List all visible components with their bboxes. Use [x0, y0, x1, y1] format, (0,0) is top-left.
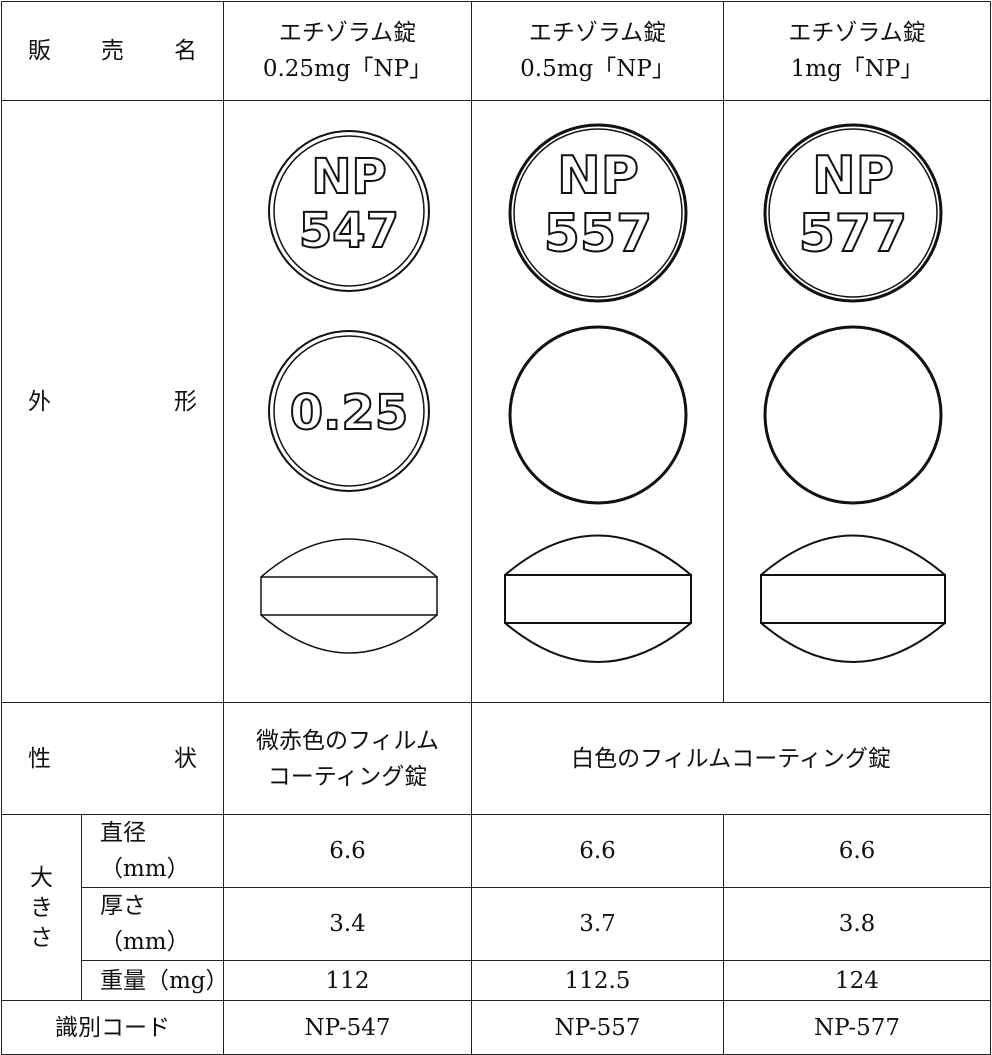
product-line: 0.25mg「NP」: [262, 56, 433, 82]
description-label-cell: 性状: [1, 702, 224, 815]
product-cell: エチゾラム錠 0.25mg「NP」: [223, 1, 472, 101]
product-line: 0.5mg「NP」: [520, 56, 675, 82]
tablet-outline: [767, 128, 938, 298]
tablet-outline: [267, 130, 430, 292]
description: 白色のフィルムコーティング錠: [571, 745, 891, 772]
imprint: 577: [798, 204, 907, 264]
size-sub-label: 重量（mg）: [81, 960, 229, 1001]
size-label-cell: 大きさ: [1, 814, 82, 1001]
product-line: 1mg「NP」: [790, 56, 924, 82]
description-cell: 白色のフィルムコーティング錠: [471, 702, 991, 815]
tablet-outline: [763, 123, 942, 303]
description-line: コーティング錠: [267, 763, 428, 790]
code-row: 識別コード NP-547 NP-557 NP-577: [1, 1000, 991, 1055]
size-sub-label: 直径（mm）: [81, 814, 224, 888]
tablet-drawing: NP 547 0.25: [259, 130, 438, 654]
tablet-outline: [267, 330, 430, 492]
value-cell: NP-577: [723, 1000, 991, 1055]
value-cell: 3.7: [471, 887, 724, 961]
product-line: エチゾラム錠: [788, 20, 926, 46]
label: 販売名: [28, 38, 197, 64]
tablet-outline: [503, 574, 692, 624]
imprint: 547: [298, 203, 398, 259]
size-row: 大きさ 直径（mm） 6.6 6.6 6.6: [1, 814, 991, 1001]
description-line: 微赤色のフィルム: [255, 727, 440, 754]
header-row: 販売名 エチゾラム錠 0.25mg「NP」 エチゾラム錠 0.5mg「NP」 エチゾ…: [1, 1, 991, 101]
tablet-outline: [503, 534, 692, 663]
imprint: 0.25: [289, 385, 407, 441]
label: 外形: [28, 388, 197, 415]
tablet-outline: [759, 534, 946, 663]
header-label-cell: 販売名: [1, 1, 224, 101]
value-cell: 124: [723, 960, 991, 1001]
product-line: エチゾラム錠: [528, 20, 667, 46]
label: 性状: [28, 745, 197, 772]
value-cell: 6.6: [723, 814, 991, 888]
tablet-outline: [763, 325, 942, 505]
description-cell: 微赤色のフィルム コーティング錠: [223, 702, 472, 815]
size-sub-label: 厚さ（mm）: [81, 887, 224, 961]
product-line: エチゾラム錠: [278, 20, 417, 46]
tablet-outline: [272, 335, 425, 487]
value-cell: NP-547: [223, 1000, 472, 1055]
tablet-cell: NP 557: [471, 100, 724, 703]
imprint: 557: [543, 204, 652, 264]
tablet-cell: NP 577: [723, 100, 991, 703]
size-row: 重量（mg） 112 112.5 124: [2, 960, 991, 1001]
appearance-label-cell: 外形: [1, 100, 224, 703]
code-label-cell: 識別コード: [1, 1000, 224, 1055]
tablet-outline: [508, 123, 687, 303]
label: 大きさ: [30, 864, 53, 951]
imprint: NP: [812, 146, 894, 206]
imprint: NP: [311, 149, 386, 205]
tablet-cell: NP 547 0.25: [223, 100, 472, 703]
tablet-outline: [512, 128, 683, 298]
value-cell: 6.6: [471, 814, 724, 888]
value-cell: 112.5: [471, 960, 724, 1001]
tablet-outline: [508, 325, 687, 505]
product-cell: エチゾラム錠 0.5mg「NP」: [471, 1, 724, 101]
tablet-outline: [759, 574, 946, 624]
tablet-outline: [259, 576, 438, 616]
value-cell: 6.6: [223, 814, 472, 888]
tablet-drawing: NP 557: [503, 123, 692, 663]
tablet-outline: [260, 538, 437, 654]
tablet-outline: [272, 135, 425, 287]
value-cell: 3.4: [223, 887, 472, 961]
value-cell: 112: [223, 960, 472, 1001]
value-cell: NP-557: [471, 1000, 724, 1055]
description-row: 性状 微赤色のフィルム コーティング錠 白色のフィルムコーティング錠: [1, 702, 991, 815]
imprint: NP: [557, 146, 639, 206]
value-cell: 3.8: [723, 887, 991, 961]
tablet-drawing: NP 577: [759, 123, 946, 663]
appearance-row: 外形 NP 547 0.25 NP 557 NP 577: [1, 100, 991, 703]
size-row: 厚さ（mm） 3.4 3.7 3.8: [2, 887, 991, 961]
product-cell: エチゾラム錠 1mg「NP」: [723, 1, 991, 101]
